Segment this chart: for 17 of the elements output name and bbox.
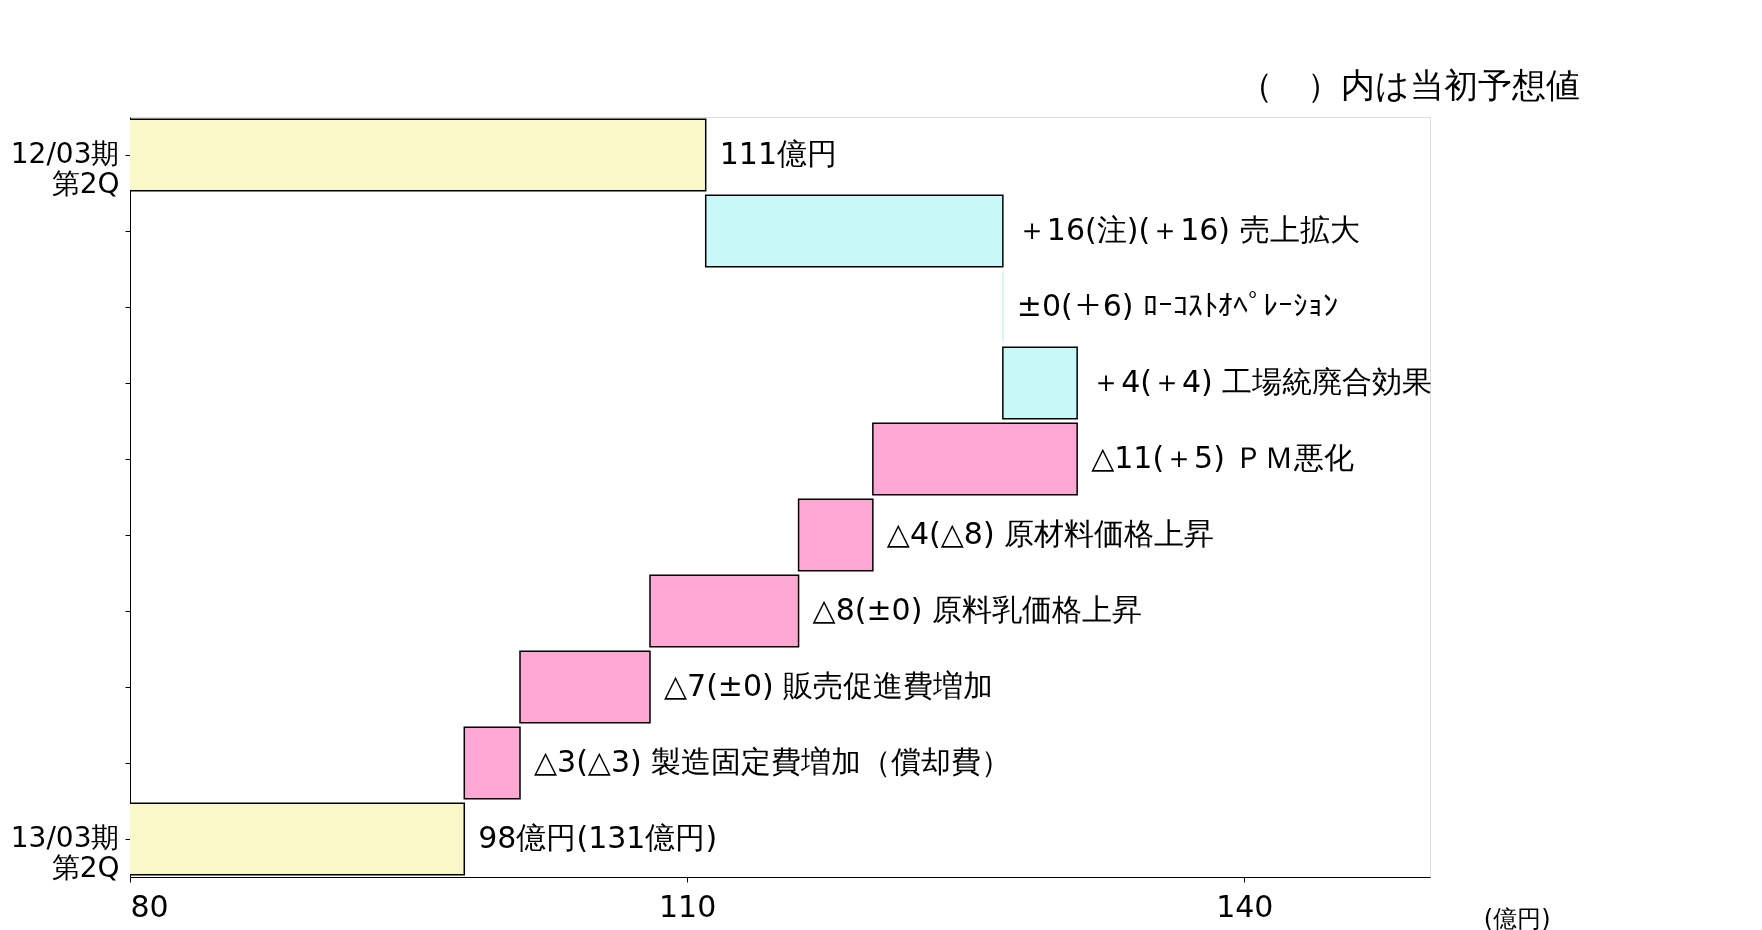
data-label: △7(±0) 販売促進費増加 — [664, 668, 994, 703]
data-label: △4(△8) 原材料価格上昇 — [886, 516, 1215, 551]
x-tick-label: 140 — [1216, 888, 1274, 924]
x-axis-title: (億円) — [1483, 904, 1551, 930]
data-label: 98億円(131億円) — [478, 820, 718, 855]
x-tick-label: 80 — [130, 888, 169, 924]
data-label: △3(△3) 製造固定費増加（償却費） — [534, 744, 1012, 779]
data-label: ＋16(注)(＋16) 売上拡大 — [1016, 212, 1360, 247]
data-label: ＋4(＋4) 工場統廃合効果 — [1091, 364, 1433, 399]
data-label: △8(±0) 原料乳価格上昇 — [812, 592, 1142, 627]
y-tick-label: 12/03期第2Q — [10, 137, 120, 200]
x-tick-label: 110 — [659, 888, 717, 924]
data-label: ±0(＋6) ﾛｰｺｽﾄｵﾍﾟﾚｰｼｮﾝ — [1016, 288, 1339, 323]
y-tick-label: 13/03期第2Q — [10, 821, 120, 884]
data-label: △11(＋5) ＰＭ悪化 — [1091, 440, 1355, 475]
text: （ ）内は当初予想値 — [1239, 65, 1580, 105]
data-label: 111億円 — [719, 136, 837, 171]
